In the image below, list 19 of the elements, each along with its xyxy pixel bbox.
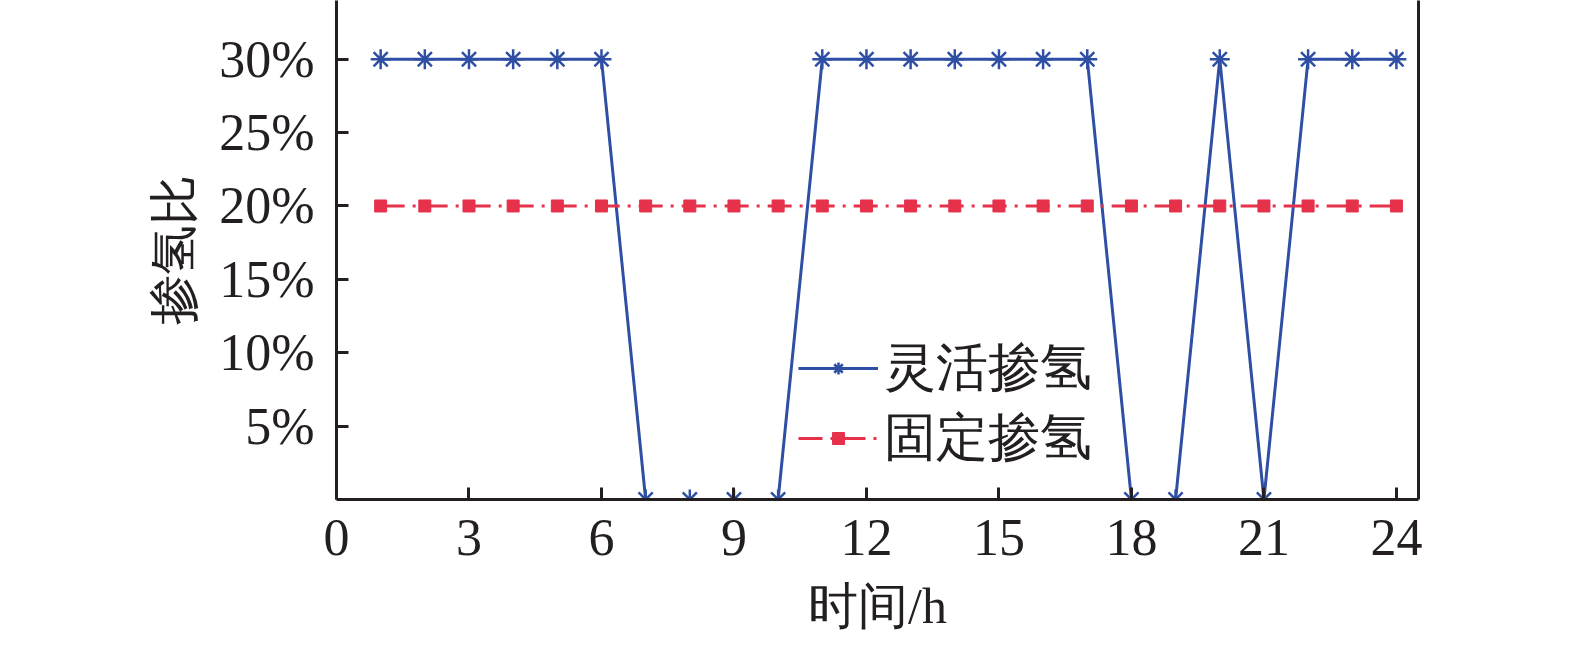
x-tick-label: 21: [1237, 508, 1290, 566]
legend-label: 固定掺氢: [884, 408, 1092, 468]
x-tick-label: 15: [972, 508, 1025, 566]
y-tick-label: 5%: [245, 397, 315, 455]
x-tick-label: 0: [323, 508, 350, 566]
y-tick-label: 10%: [219, 324, 315, 382]
y-tick-label: 15%: [219, 250, 315, 308]
x-axis-title: 时间/h: [808, 577, 947, 634]
y-axis-title: 掺氢比: [146, 175, 203, 325]
y-tick-label: 25%: [219, 104, 315, 162]
x-tick-label: 9: [720, 508, 747, 566]
legend-label: 灵活掺氢: [884, 338, 1092, 398]
x-tick-label: 24: [1370, 508, 1423, 566]
y-tick-label: 20%: [219, 177, 315, 235]
y-tick-label: 30%: [219, 30, 315, 88]
x-tick-label: 3: [455, 508, 482, 566]
x-tick-label: 12: [840, 508, 893, 566]
x-tick-label: 6: [588, 508, 615, 566]
x-tick-label: 18: [1105, 508, 1158, 566]
